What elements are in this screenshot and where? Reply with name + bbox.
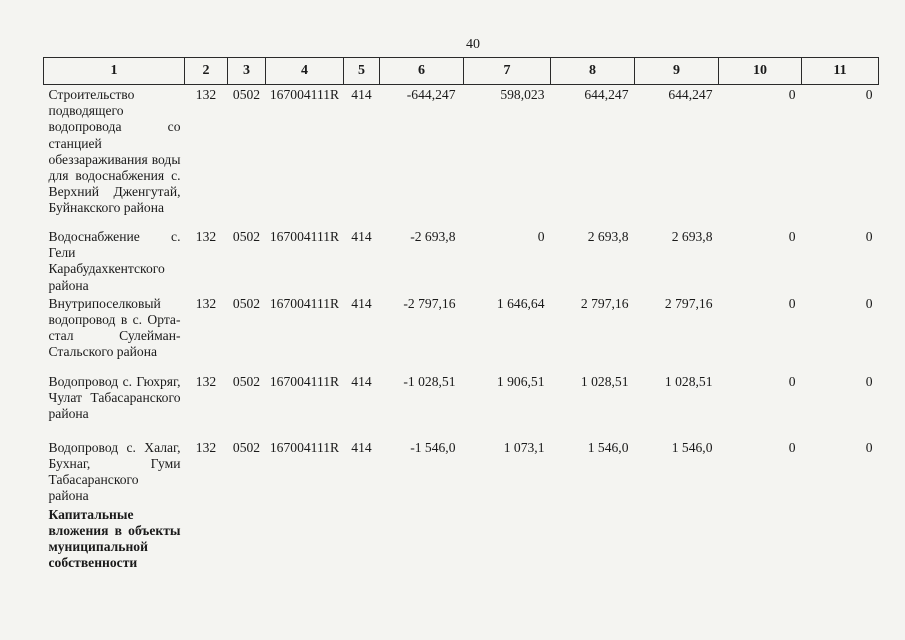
cell-value: 0 xyxy=(788,373,796,389)
cell-value: 2 693,8 xyxy=(671,229,713,244)
cell-target: 167004111R xyxy=(269,295,340,311)
cell-value: 598,023 xyxy=(500,87,545,102)
cell-target: 167004111R xyxy=(269,373,340,389)
table-row: Водопровод с. Гюхряг, Чулат Табасаранско… xyxy=(44,372,879,438)
section-heading-row: Капитальные вложения в объекты муниципал… xyxy=(44,505,879,587)
column-header: 11 xyxy=(801,57,879,85)
row-name: Водоснабжение с. Гели Карабудахкентского… xyxy=(48,229,181,293)
cell-value: 1 028,51 xyxy=(580,373,629,389)
cell-ministry: 132 xyxy=(195,87,217,102)
cell-value: 644,247 xyxy=(584,87,629,102)
cell-value: -1 546,0 xyxy=(410,439,456,455)
cell-value: 644,247 xyxy=(668,87,713,102)
cell-value: 0 xyxy=(788,295,796,311)
column-header: 2 xyxy=(184,57,228,85)
table-header: 1 2 3 4 5 6 7 8 9 10 11 xyxy=(43,57,879,85)
table-row: Строительство подводящего водопровода со… xyxy=(44,85,879,228)
cell-value: 1 028,51 xyxy=(664,373,713,389)
section-heading: Капитальные вложения в объекты муниципал… xyxy=(48,506,181,571)
cell-ministry: 132 xyxy=(195,295,217,311)
column-header: 7 xyxy=(463,57,551,85)
cell-ministry: 132 xyxy=(195,373,217,389)
cell-value: -1 028,51 xyxy=(403,373,456,389)
cell-value: 2 693,8 xyxy=(587,229,629,244)
table-row: Водопровод с. Халаг, Бухнаг, Гуми Табаса… xyxy=(44,438,879,505)
cell-value: 1 546,0 xyxy=(587,439,629,455)
column-header: 6 xyxy=(379,57,464,85)
cell-section: 0502 xyxy=(232,439,261,455)
cell-target: 167004111R xyxy=(269,439,340,455)
cell-type: 414 xyxy=(351,87,372,102)
column-header: 10 xyxy=(718,57,802,85)
cell-value: 0 xyxy=(865,295,873,311)
cell-type: 414 xyxy=(351,295,372,311)
cell-value: 1 906,51 xyxy=(496,373,545,389)
cell-ministry: 132 xyxy=(195,229,217,244)
column-header: 8 xyxy=(550,57,635,85)
cell-section: 0502 xyxy=(232,373,261,389)
cell-value: 2 797,16 xyxy=(580,295,629,311)
column-header: 1 xyxy=(43,57,185,85)
row-name: Водопровод с. Халаг, Бухнаг, Гуми Табаса… xyxy=(48,439,181,504)
cell-section: 0502 xyxy=(232,295,261,311)
cell-value: -2 797,16 xyxy=(403,295,456,311)
cell-type: 414 xyxy=(351,229,372,244)
column-header: 5 xyxy=(343,57,380,85)
cell-value: 0 xyxy=(865,229,873,244)
cell-type: 414 xyxy=(351,439,372,455)
cell-value: 2 797,16 xyxy=(664,295,713,311)
cell-section: 0502 xyxy=(232,229,261,244)
page-number: 40 xyxy=(466,37,480,52)
column-header: 9 xyxy=(634,57,719,85)
cell-target: 167004111R xyxy=(269,229,340,244)
cell-section: 0502 xyxy=(232,87,261,102)
row-name: Строительство подводящего водопровода со… xyxy=(48,87,181,216)
table-row: Водоснабжение с. Гели Карабудахкентского… xyxy=(44,227,879,294)
cell-value: 0 xyxy=(788,439,796,455)
cell-type: 414 xyxy=(351,373,372,389)
cell-value: -2 693,8 xyxy=(410,229,456,244)
cell-target: 167004111R xyxy=(269,87,340,102)
cell-ministry: 132 xyxy=(195,439,217,455)
column-header: 4 xyxy=(265,57,344,85)
row-name: Водопровод с. Гюхряг, Чулат Табасаранско… xyxy=(48,373,181,422)
cell-value: 1 546,0 xyxy=(671,439,713,455)
cell-value: -644,247 xyxy=(406,87,456,102)
budget-table: 1 2 3 4 5 6 7 8 9 10 11 Строительство по… xyxy=(43,57,879,587)
table-row: Внутрипоселковый водопровод в с. Орта-ст… xyxy=(44,294,879,372)
cell-value: 0 xyxy=(788,229,796,244)
cell-value: 1 646,64 xyxy=(496,295,545,311)
cell-value: 0 xyxy=(537,229,545,244)
cell-value: 1 073,1 xyxy=(503,439,545,455)
cell-value: 0 xyxy=(865,439,873,455)
row-name: Внутрипоселковый водопровод в с. Орта-ст… xyxy=(48,295,181,360)
cell-value: 0 xyxy=(788,87,796,102)
cell-value: 0 xyxy=(865,373,873,389)
column-header: 3 xyxy=(227,57,266,85)
cell-value: 0 xyxy=(865,87,873,102)
